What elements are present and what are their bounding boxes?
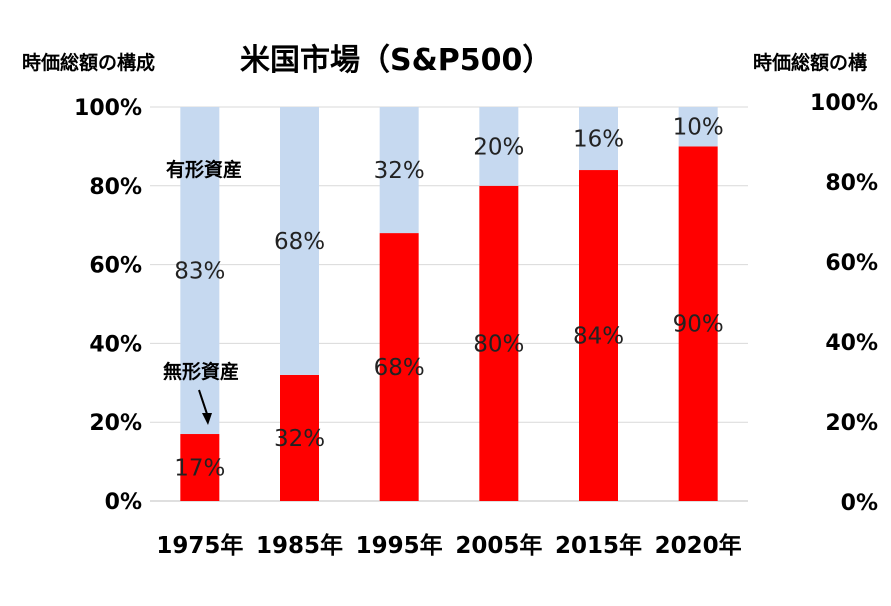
right-y-tick-label: 80%	[825, 171, 878, 196]
bar-tangible	[379, 107, 419, 234]
bar-intangible	[479, 185, 519, 502]
data-labels: 17% 83% 32% 68% 68% 32% 80% 20% 84% 16% 90% 10%	[174, 115, 723, 482]
right-y-tick-label: 40%	[825, 331, 878, 356]
bars	[180, 107, 718, 502]
series-label-intangible: 無形資産	[163, 360, 239, 383]
bar-intangible	[678, 146, 718, 501]
bar-tangible	[280, 107, 319, 375]
y-tick-label: 100%	[74, 96, 142, 121]
annotations: 有形資産 無形資産	[163, 158, 242, 425]
y-tick-label: 0%	[105, 490, 142, 515]
x-tick-label: 2005年	[455, 532, 542, 559]
y-axis-title-left: 時価総額の構成	[22, 52, 156, 74]
x-axis-ticks: 1975年 1985年 1995年 2005年 2015年 2020年	[156, 532, 741, 559]
chart-title: 米国市場（S&P500）	[240, 43, 553, 78]
data-label: 32%	[374, 158, 425, 184]
series-label-tangible: 有形資産	[166, 158, 242, 181]
y-axis-ticks: 0% 20% 40% 60% 80% 100%	[74, 96, 142, 515]
x-tick-label: 1985年	[256, 532, 343, 559]
data-label: 68%	[274, 229, 325, 255]
bar-intangible	[280, 374, 319, 501]
bar-intangible	[579, 170, 618, 502]
right-panel-y-ticks: 0% 20% 40% 60% 80% 100%	[810, 91, 878, 516]
right-y-tick-label: 0%	[841, 491, 878, 516]
data-label: 10%	[673, 115, 724, 141]
bar-intangible	[180, 434, 220, 501]
bar-tangible	[579, 107, 618, 171]
x-tick-label: 2020年	[655, 532, 742, 559]
bar-tangible	[479, 107, 519, 186]
data-label: 20%	[473, 134, 524, 160]
right-y-tick-label: 100%	[810, 91, 878, 116]
annotation-arrow-head	[202, 413, 212, 425]
bar-intangible	[379, 233, 419, 501]
data-label: 68%	[374, 355, 425, 381]
data-label: 90%	[673, 312, 724, 338]
bar-tangible	[678, 107, 718, 147]
data-label: 84%	[573, 324, 624, 350]
right-y-tick-label: 20%	[825, 411, 878, 436]
y-tick-label: 20%	[89, 411, 142, 436]
data-label: 16%	[573, 127, 624, 153]
data-label: 80%	[473, 331, 524, 357]
y-tick-label: 60%	[89, 254, 142, 279]
data-label: 83%	[174, 259, 225, 285]
bar-tangible	[180, 107, 220, 435]
x-tick-label: 2015年	[555, 532, 642, 559]
y-tick-label: 80%	[89, 175, 142, 200]
gridlines	[150, 106, 748, 502]
y-axis-title-right: 時価総額の構	[753, 52, 868, 74]
y-tick-label: 40%	[89, 332, 142, 357]
annotation-arrow-shaft	[198, 389, 208, 415]
data-label: 32%	[274, 426, 325, 452]
x-tick-label: 1975年	[156, 532, 243, 559]
data-label: 17%	[174, 456, 225, 482]
x-tick-label: 1995年	[356, 532, 443, 559]
right-y-tick-label: 60%	[825, 251, 878, 276]
